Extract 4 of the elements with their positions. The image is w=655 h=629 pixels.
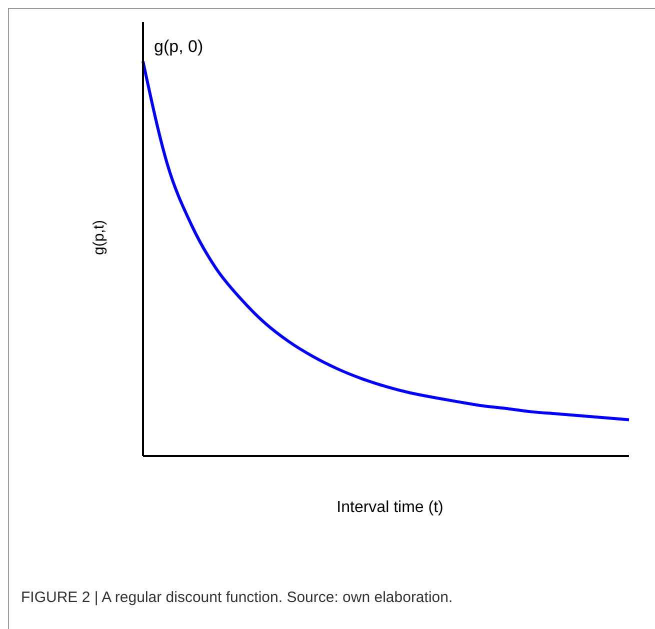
x-axis-title: Interval time (t) (336, 499, 444, 517)
text: g(p, 0) (154, 37, 204, 57)
y-axis-title: g(p,t) (90, 219, 108, 258)
caption: FIGURE 2 | A regular discount function. Source: own elaboration. (21, 589, 453, 606)
